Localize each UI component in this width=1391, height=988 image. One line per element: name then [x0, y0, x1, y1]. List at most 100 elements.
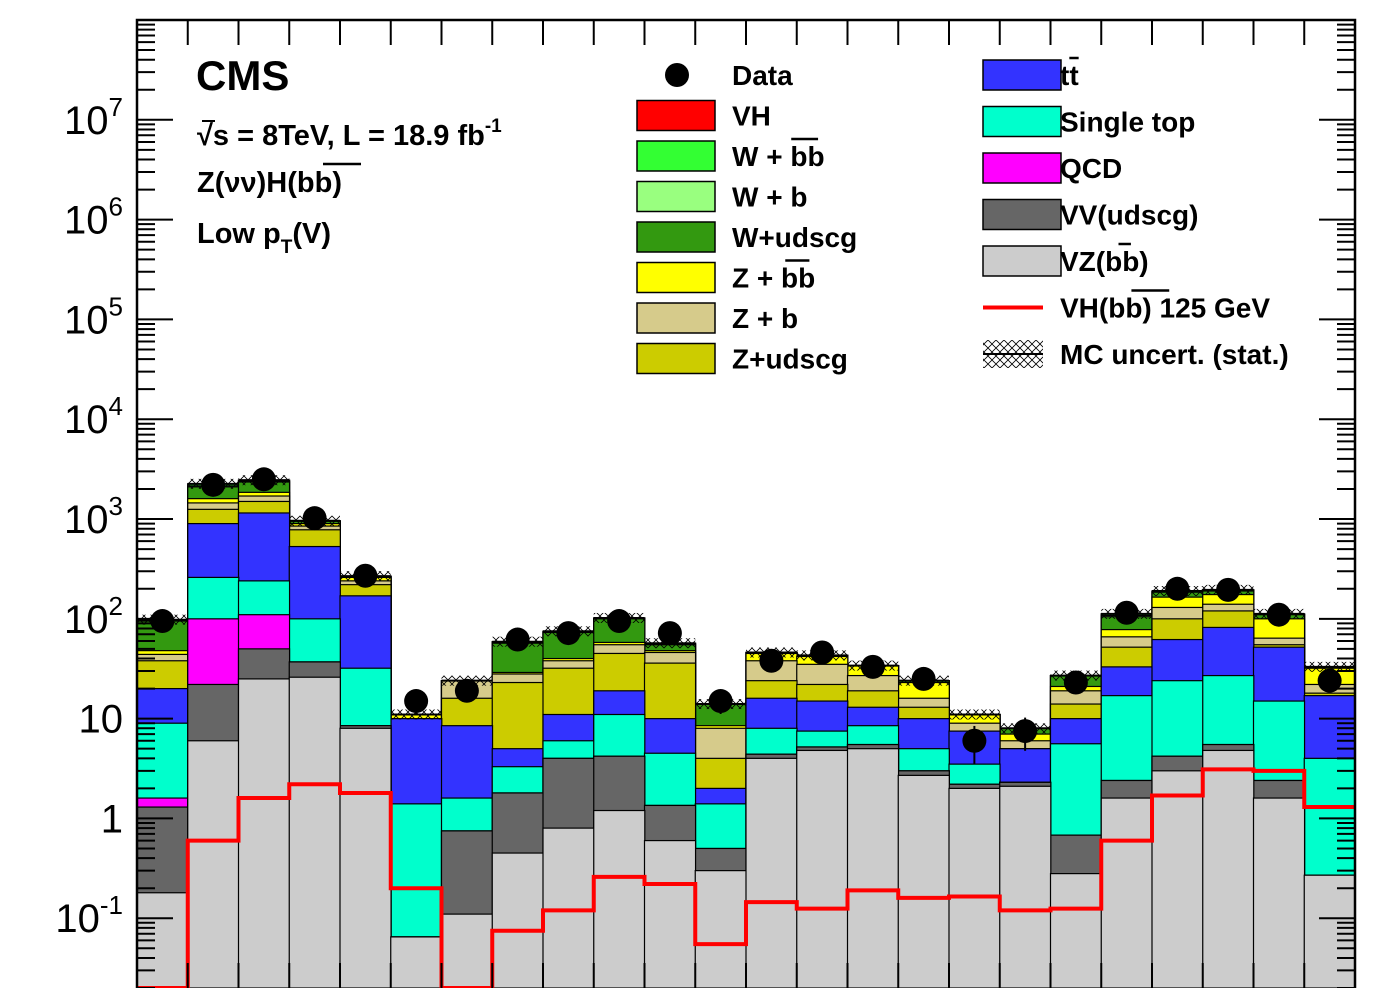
legend-item-vv-udscg-: VV(udscg): [982, 198, 1198, 231]
y-tick-label: 10: [79, 698, 124, 742]
data-point-7: [505, 627, 530, 652]
legend-item-w-bb: W + bb: [636, 137, 825, 172]
y-tick-label: 106: [64, 192, 123, 243]
data-point-17: [1013, 719, 1038, 744]
legend-item-vh: VH: [636, 99, 771, 132]
data-point-14: [860, 654, 885, 679]
data-point-21: [1216, 577, 1241, 602]
experiment-label: CMS: [196, 52, 289, 99]
y-tick-label: 1: [101, 797, 123, 841]
data-point-11: [708, 689, 733, 714]
y-tick-label: 102: [64, 591, 123, 642]
signal-line: [137, 767, 1355, 988]
bar-vz-bb--20: [1151, 770, 1204, 988]
data-point-9: [607, 609, 632, 634]
data-point-5: [404, 689, 429, 714]
data-point-10: [657, 621, 682, 646]
y-tick-label: 107: [64, 92, 123, 143]
legend-label: Single top: [1060, 107, 1195, 138]
legend-item-w-udscg: W+udscg: [636, 221, 857, 253]
data-point-18: [1063, 670, 1088, 695]
bar-vz-bb--7: [491, 852, 544, 988]
data-point-4: [353, 563, 378, 588]
legend-swatch: [636, 261, 716, 294]
legend-label: MC uncert. (stat.): [1060, 339, 1289, 370]
y-tick-label: 105: [64, 291, 123, 342]
bar-vz-bb--23: [1303, 874, 1356, 988]
legend-swatch: [982, 152, 1062, 184]
bar-vz-bb--11: [694, 870, 747, 988]
data-point-2: [251, 467, 276, 492]
legend-item-z-b: Z + b: [636, 302, 798, 334]
legend-right: tt Single top QCD VV(udscg) VZ(bb) VH(bb) 125…: [982, 56, 1289, 370]
bar-vz-bb--19: [1100, 797, 1153, 988]
data-point-13: [810, 640, 835, 665]
bar-vz-bb--17: [999, 785, 1052, 988]
legend-swatch: [636, 302, 716, 334]
data-point-19: [1114, 600, 1139, 625]
bar-vz-bb--1: [187, 740, 240, 988]
legend-label: W+udscg: [732, 222, 857, 253]
bar-vz-bb--10: [643, 839, 697, 988]
legend-item-data: Data: [665, 60, 793, 91]
data-point-3: [302, 506, 327, 531]
legend-swatch: [982, 59, 1062, 91]
bar-vz-bb--14: [846, 748, 900, 988]
stack-vz-bb-: [136, 676, 1356, 988]
legend-item-single-top: Single top: [982, 105, 1195, 138]
legend-item-vh-bb-125-gev: VH(bb) 125 GeV: [983, 289, 1270, 324]
bar-vz-bb--16: [948, 787, 1001, 988]
bar-vz-bb--12: [745, 757, 798, 988]
energy-lumi-label: √s = 8TeV, L = 18.9 fb-1: [197, 116, 502, 152]
bar-vz-bb--22: [1252, 797, 1306, 988]
data-point-16: [962, 728, 987, 753]
legend-label: Z + b: [732, 303, 798, 334]
legend-label: VH(bb) 125 GeV: [1060, 293, 1270, 324]
legend-item-vz-bb-: VZ(bb): [982, 242, 1149, 277]
legend-item-qcd: QCD: [982, 152, 1122, 184]
legend-item-z-bb: Z + bb: [636, 259, 815, 294]
legend-item-tt: tt: [982, 56, 1079, 91]
bar-vz-bb--4: [339, 727, 392, 988]
legend-label: QCD: [1060, 153, 1122, 184]
legend-marker: [665, 63, 689, 87]
stack-layer: [136, 479, 1356, 988]
data-point-12: [759, 648, 784, 673]
signal-layer: [137, 767, 1355, 988]
data-point-1: [201, 472, 226, 497]
bar-vz-bb--13: [796, 749, 849, 988]
bar-vz-bb--15: [897, 774, 950, 988]
bar-vz-bb--3: [288, 676, 341, 988]
legend-item-w-b: W + b: [636, 180, 807, 213]
legend-label: Z+udscg: [732, 344, 848, 375]
data-point-20: [1165, 576, 1190, 601]
legend-label: VH: [732, 101, 771, 132]
data-point-6: [454, 678, 479, 703]
data-point-8: [556, 621, 581, 646]
data-layer: [150, 467, 1342, 764]
legend-swatch: [982, 105, 1062, 138]
y-axis-labels: 10-1 1 10 102 103 104 105 106 107: [55, 92, 123, 941]
legend-item-z-udscg: Z+udscg: [636, 342, 848, 375]
data-point-22: [1266, 602, 1291, 627]
bar-vz-bb--21: [1202, 749, 1255, 988]
legend-swatch: [636, 342, 716, 375]
legend-swatch: [982, 198, 1062, 231]
frame-layer: [135, 18, 1357, 988]
legend-label: W + b: [732, 182, 807, 213]
bar-vz-bb--2: [237, 678, 291, 988]
y-tick-label: 104: [64, 391, 123, 442]
legend-swatch: [982, 245, 1062, 277]
legend-label: Z + bb: [732, 263, 815, 294]
region-label: Low pT(V): [197, 218, 331, 258]
legend-label: VV(udscg): [1060, 200, 1198, 231]
legend-label: VZ(bb): [1060, 246, 1149, 277]
data-point-23: [1317, 668, 1342, 693]
bar-vz-bb--18: [1049, 873, 1103, 988]
legend-swatch: [636, 140, 716, 172]
channel-label: Z(νν)H(bb): [197, 167, 342, 199]
bar-vz-bb--8: [542, 827, 595, 988]
data-point-15: [911, 666, 936, 691]
legend-left: Data VH W + bb W + b W+udscg Z + bb Z + b Z+uds…: [636, 60, 857, 375]
